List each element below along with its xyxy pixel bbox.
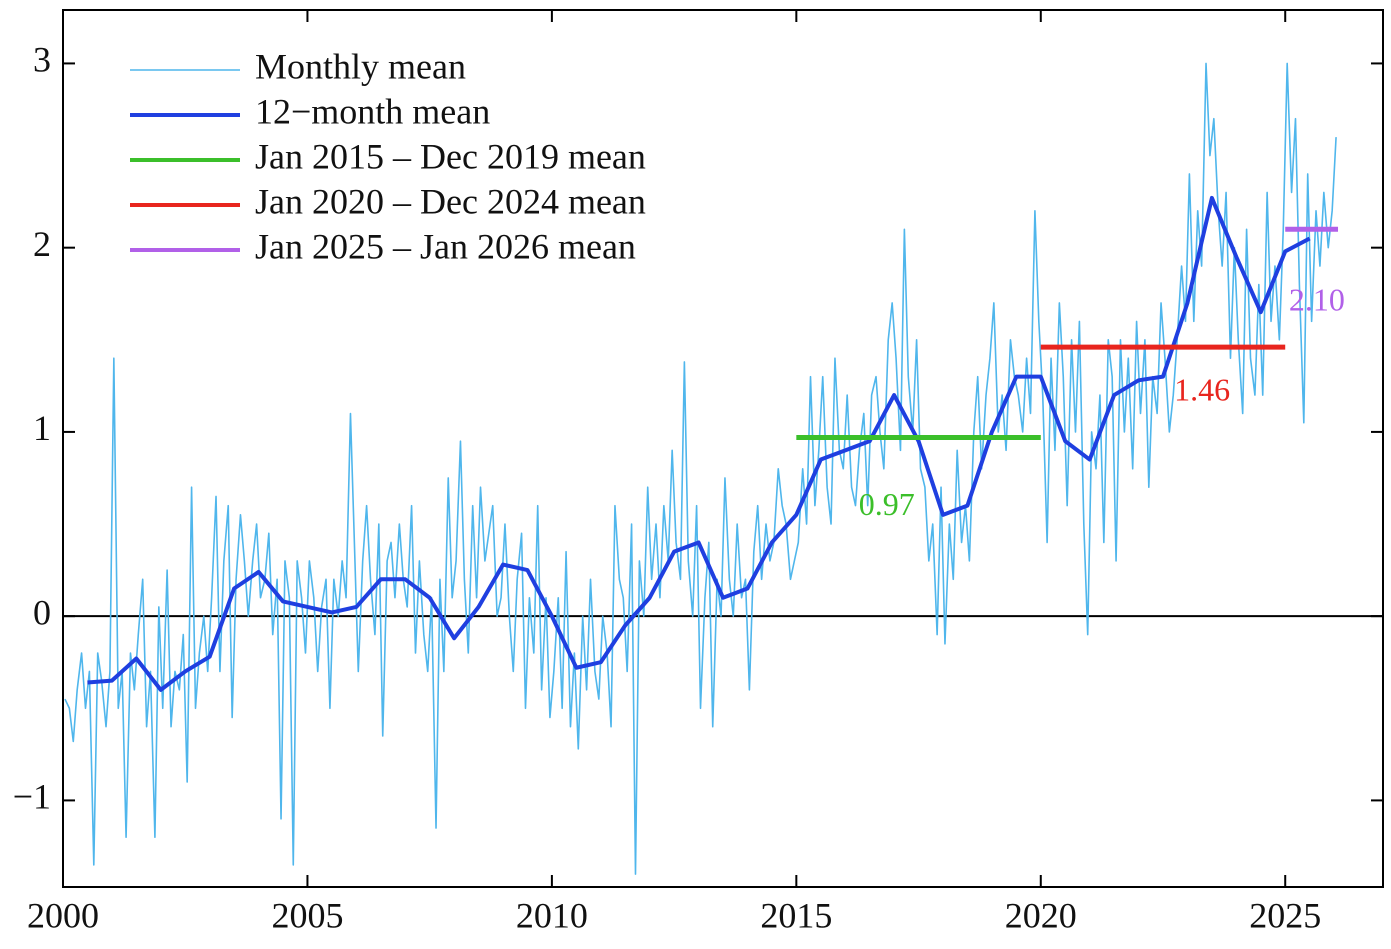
legend-label: Jan 2020 – Dec 2024 mean	[255, 181, 646, 221]
legend-label: 12−month mean	[255, 91, 490, 131]
legend-label: Monthly mean	[255, 46, 466, 86]
y-tick-label: 2	[33, 224, 51, 264]
x-tick-label: 2020	[1005, 895, 1077, 935]
y-tick-label: −1	[13, 777, 51, 817]
y-tick-label: 1	[33, 408, 51, 448]
x-tick-label: 2000	[27, 895, 99, 935]
mean-label: 0.97	[859, 486, 915, 522]
x-tick-label: 2005	[271, 895, 343, 935]
y-tick-label: 3	[33, 40, 51, 80]
legend-label: Jan 2025 – Jan 2026 mean	[255, 226, 636, 266]
mean-label: 1.46	[1174, 372, 1230, 408]
x-tick-label: 2025	[1249, 895, 1321, 935]
x-tick-label: 2010	[516, 895, 588, 935]
series-line	[87, 195, 1311, 692]
x-tick-label: 2015	[760, 895, 832, 935]
legend-label: Jan 2015 – Dec 2019 mean	[255, 136, 646, 176]
series-line	[64, 62, 1337, 875]
y-tick-label: 0	[33, 592, 51, 632]
mean-label: 2.10	[1289, 281, 1345, 317]
plot-frame	[62, 9, 1384, 888]
